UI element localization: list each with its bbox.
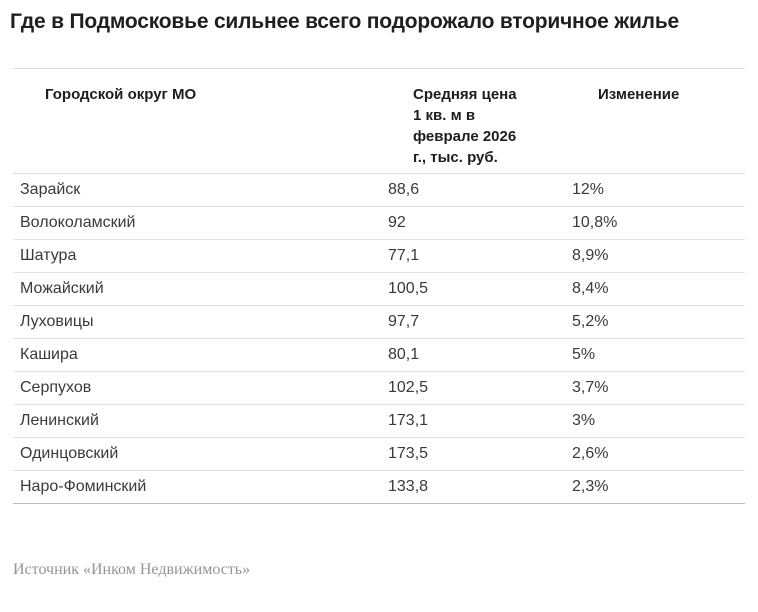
- source-attribution: Источник «Инком Недвижимость»: [13, 561, 251, 578]
- change-cell: 3%: [572, 412, 596, 429]
- table-row: Наро-Фоминский 133,8 2,3%: [13, 471, 745, 504]
- change-cell: 5,2%: [572, 313, 609, 330]
- price-cell: 92: [388, 214, 406, 231]
- table-row: Серпухов 102,5 3,7%: [13, 372, 745, 405]
- price-cell: 77,1: [388, 247, 420, 264]
- change-cell: 12%: [572, 181, 605, 198]
- price-cell: 173,5: [388, 445, 429, 462]
- district-cell: Одинцовский: [20, 445, 119, 462]
- table-row: Луховицы 97,7 5,2%: [13, 306, 745, 339]
- change-cell: 5%: [572, 346, 596, 363]
- table-row: Можайский 100,5 8,4%: [13, 273, 745, 306]
- column-header-change: Изменение: [598, 86, 680, 103]
- district-cell: Можайский: [20, 280, 104, 297]
- district-cell: Волоколамский: [20, 214, 136, 231]
- price-cell: 173,1: [388, 412, 429, 429]
- price-cell: 97,7: [388, 313, 420, 330]
- table-header-row: Городской округ МО Средняя цена 1 кв. м …: [13, 69, 745, 174]
- district-cell: Зарайск: [20, 181, 81, 198]
- change-cell: 10,8%: [572, 214, 618, 231]
- change-cell: 8,9%: [572, 247, 609, 264]
- district-cell: Луховицы: [20, 313, 94, 330]
- table-row: Кашира 80,1 5%: [13, 339, 745, 372]
- district-cell: Наро-Фоминский: [20, 478, 147, 495]
- district-cell: Серпухов: [20, 379, 92, 396]
- price-table: Городской округ МО Средняя цена 1 кв. м …: [13, 68, 745, 504]
- table-row: Волоколамский 92 10,8%: [13, 207, 745, 240]
- price-cell: 133,8: [388, 478, 429, 495]
- table-row: Шатура 77,1 8,9%: [13, 240, 745, 273]
- district-cell: Шатура: [20, 247, 77, 264]
- column-header-district: Городской округ МО: [45, 86, 197, 103]
- price-cell: 100,5: [388, 280, 429, 297]
- table-row: Ленинский 173,1 3%: [13, 405, 745, 438]
- table-body: Зарайск 88,6 12% Волоколамский 92 10,8% Шатура…: [13, 174, 745, 504]
- page-title: Где в Подмосковье сильнее всего подорожа…: [10, 10, 680, 33]
- price-cell: 102,5: [388, 379, 429, 396]
- change-cell: 3,7%: [572, 379, 609, 396]
- change-cell: 8,4%: [572, 280, 609, 297]
- price-cell: 88,6: [388, 181, 420, 198]
- price-cell: 80,1: [388, 346, 420, 363]
- district-cell: Кашира: [20, 346, 78, 363]
- table-row: Одинцовский 173,5 2,6%: [13, 438, 745, 471]
- change-cell: 2,6%: [572, 445, 609, 462]
- column-header-price: Средняя цена 1 кв. м в феврале 2026 г., …: [413, 86, 517, 166]
- table-row: Зарайск 88,6 12%: [13, 174, 745, 207]
- district-cell: Ленинский: [20, 412, 99, 429]
- change-cell: 2,3%: [572, 478, 609, 495]
